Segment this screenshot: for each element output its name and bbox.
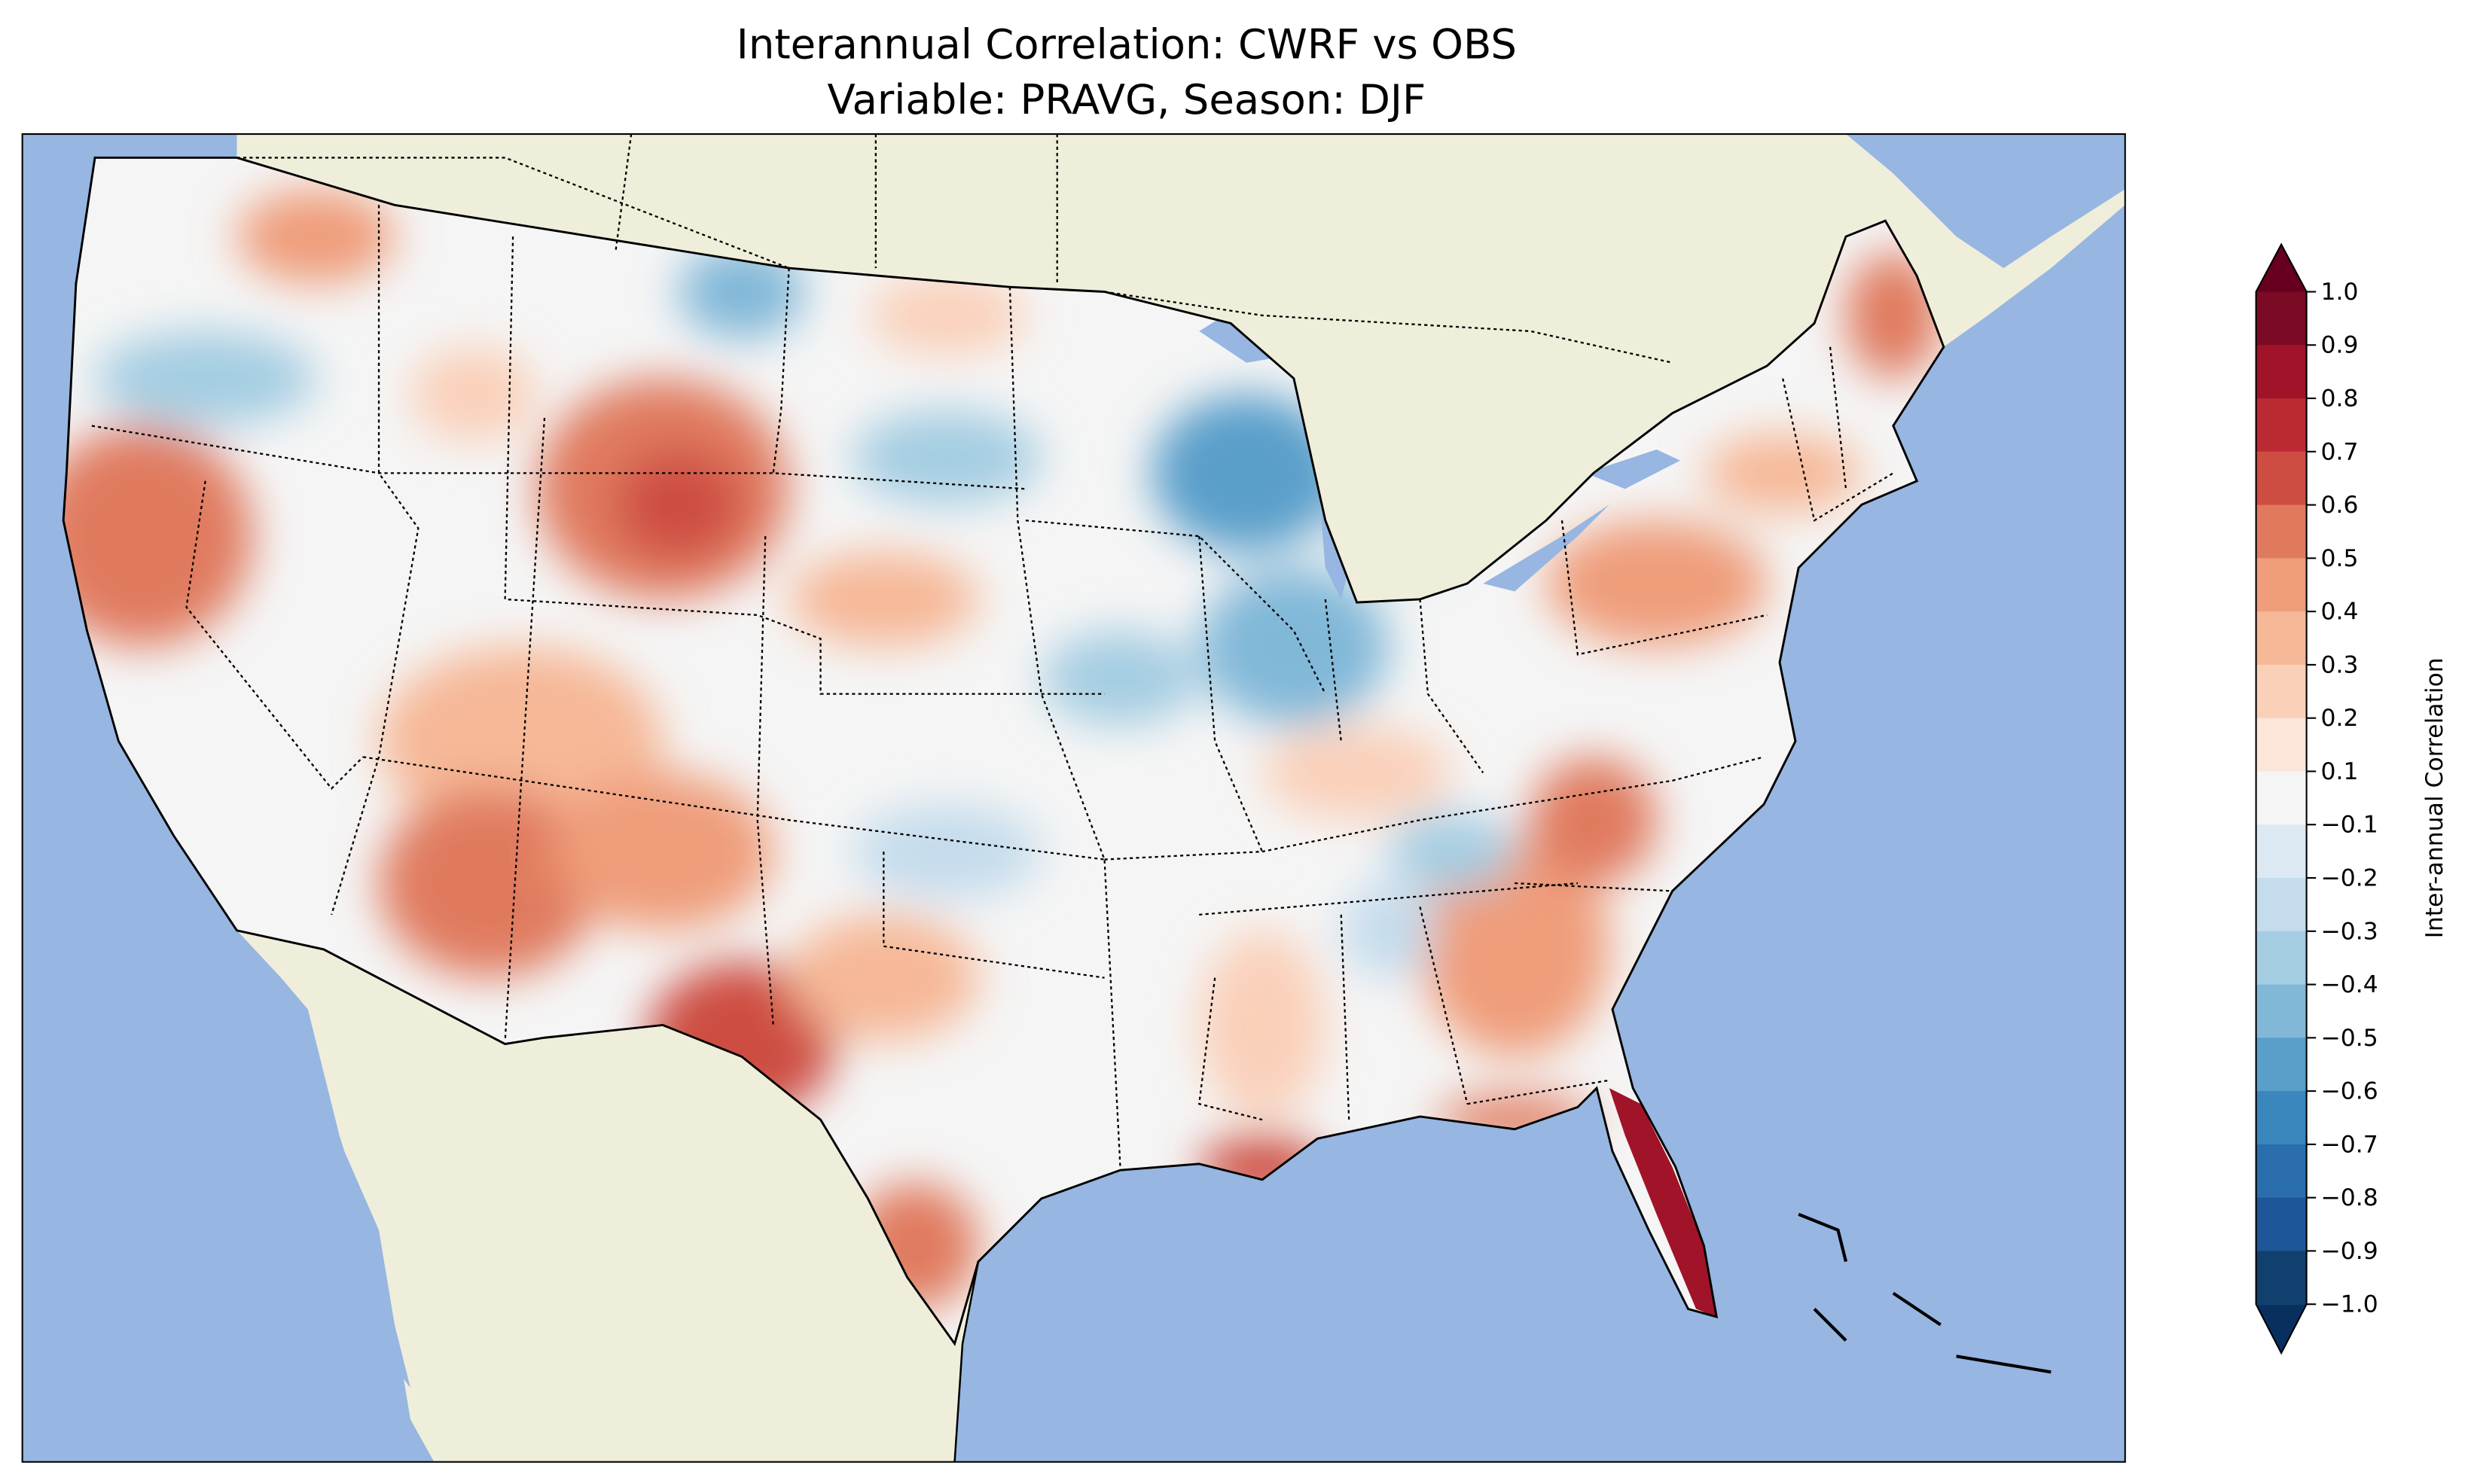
chart-title-line-1: Interannual Correlation: CWRF vs OBS xyxy=(737,20,1517,68)
colorbar-segment xyxy=(2256,1038,2307,1092)
colorbar-segment xyxy=(2256,451,2307,506)
colorbar: 1.0 0.9 0.8 0.7 0.6 0.5 0.4 0.3 0.2 0.1 −0.1 −0.2 −0… xyxy=(2255,242,2378,1355)
colorbar-extend-bottom xyxy=(2256,1304,2307,1354)
colorbar-segment xyxy=(2256,345,2307,400)
mexico-coastline xyxy=(953,1261,980,1462)
caribbean-islands xyxy=(1798,1212,2051,1374)
colorbar-label: Inter-annual Correlation xyxy=(2421,657,2448,938)
colorbar-segment xyxy=(2256,291,2307,346)
colorbar-segment xyxy=(2256,1144,2307,1199)
colorbar-segment xyxy=(2256,878,2307,932)
colorbar-segment xyxy=(2256,558,2307,613)
colorbar-tick-label: −0.4 xyxy=(2320,971,2378,998)
gulf-of-california xyxy=(281,977,410,1388)
colorbar-extend-top xyxy=(2256,244,2307,292)
colorbar-segment xyxy=(2256,504,2307,559)
colorbar-tick-label: −0.3 xyxy=(2320,918,2378,945)
florida-high-correlation xyxy=(1609,1088,1717,1317)
map-area xyxy=(22,134,2125,1462)
colorbar-tick-label: −0.9 xyxy=(2320,1238,2378,1265)
colorbar-tick-label: −0.5 xyxy=(2320,1025,2378,1052)
colorbar-tick-label: 0.2 xyxy=(2320,705,2358,732)
colorbar-segment xyxy=(2256,1251,2307,1306)
colorbar-tick-label: 0.9 xyxy=(2320,332,2358,359)
colorbar-tick-label: −0.8 xyxy=(2320,1184,2378,1211)
colorbar-segment xyxy=(2256,931,2307,986)
state-boundaries xyxy=(91,134,1894,1168)
colorbar-segment xyxy=(2256,1091,2307,1145)
correlation-field xyxy=(63,157,1944,1344)
map-frame xyxy=(21,133,2126,1463)
colorbar-tick-label: 0.8 xyxy=(2320,385,2358,413)
atlantic-northeast xyxy=(1846,134,2125,269)
colorbar-segment xyxy=(2256,398,2307,453)
colorbar-tick-label: 0.3 xyxy=(2320,651,2358,678)
colorbar-tick-label: 0.6 xyxy=(2320,492,2358,519)
colorbar-segment xyxy=(2256,1197,2307,1252)
gulf-and-atlantic-ocean xyxy=(954,205,2125,1462)
lake-erie xyxy=(1483,504,1609,592)
colorbar-tick-label: 0.5 xyxy=(2320,545,2358,572)
colorbar-tick-label: −0.2 xyxy=(2320,864,2378,891)
colorbar-segment xyxy=(2256,984,2307,1039)
colorbar-segment xyxy=(2256,611,2307,666)
colorbar-tick-label: 0.4 xyxy=(2320,599,2358,626)
lake-ontario xyxy=(1585,449,1681,489)
colorbar-segment xyxy=(2256,771,2307,826)
colorbar-tick-label: −1.0 xyxy=(2320,1291,2378,1318)
colorbar-tick-label: 0.1 xyxy=(2320,758,2358,785)
colorbar-tick-label: 1.0 xyxy=(2320,279,2358,306)
colorbar-tick-label: −0.6 xyxy=(2320,1078,2378,1105)
colorbar-segment xyxy=(2256,824,2307,879)
colorbar-segment xyxy=(2256,664,2307,719)
chart-title-line-2: Variable: PRAVG, Season: DJF xyxy=(827,75,1426,123)
colorbar-tick-label: 0.7 xyxy=(2320,438,2358,465)
colorbar-tick-label: −0.7 xyxy=(2320,1131,2378,1158)
colorbar-tick-label: −0.1 xyxy=(2320,812,2378,839)
colorbar-segment xyxy=(2256,718,2307,772)
